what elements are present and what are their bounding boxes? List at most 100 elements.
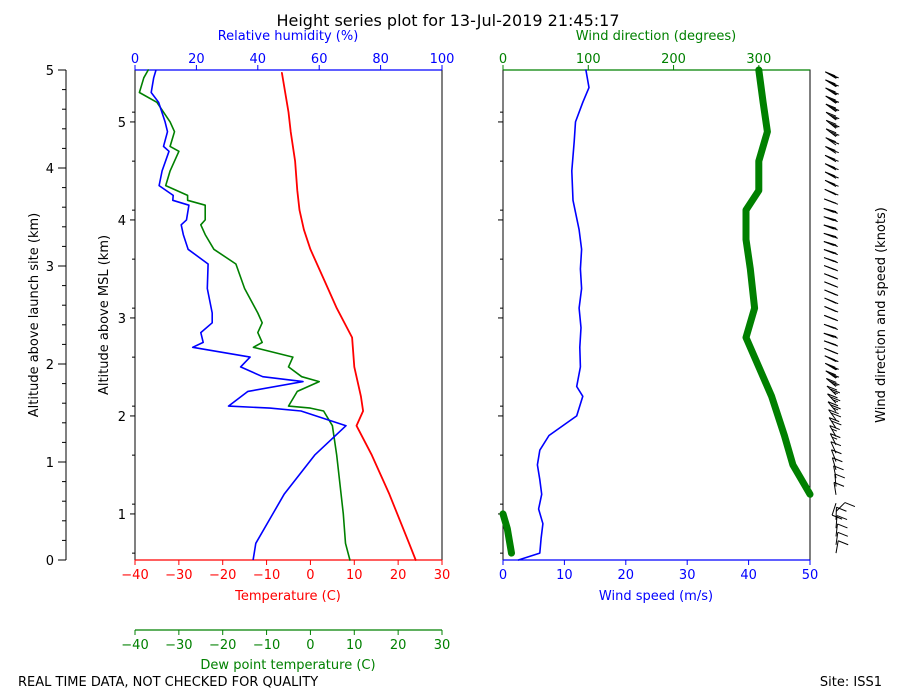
wind-barb-flag — [831, 420, 842, 426]
wind-barb — [827, 393, 841, 404]
temperature-axis-tick-label: −10 — [253, 568, 280, 583]
temperature-line — [280, 72, 417, 561]
wind-barb — [823, 224, 838, 231]
wind-barb — [825, 95, 840, 104]
wind-barb-flag — [825, 87, 836, 93]
temperature-axis-tick-label: 20 — [390, 568, 407, 583]
wind-barb-half-flag — [831, 259, 837, 263]
wind-barb-flag — [827, 393, 838, 399]
wind-barb — [824, 281, 839, 288]
wind-barb-flag — [832, 457, 843, 463]
wind-barb-half-flag — [831, 251, 837, 255]
wind-barb — [835, 506, 847, 520]
launch-altitude-tick-label: 1 — [46, 456, 54, 471]
wind-barb-flag — [828, 81, 839, 87]
wind-barb-flag — [828, 181, 839, 187]
wind-barb — [824, 306, 839, 313]
wind-barb — [834, 473, 846, 487]
wind-barb-staff — [829, 425, 837, 437]
wind-barb — [826, 385, 841, 396]
launch-altitude-tick-label: 0 — [46, 554, 54, 569]
wind-direction-axis-tick-label: 300 — [746, 52, 771, 67]
temperature-axis-tick-label: 30 — [434, 568, 451, 583]
dewpoint-axis-tick-label: −40 — [121, 638, 148, 653]
wind-barb-half-flag — [831, 436, 838, 440]
wind-barb — [823, 257, 839, 264]
humidity-axis-tick-label: 60 — [311, 52, 328, 67]
temperature-axis-label: Temperature (C) — [234, 589, 341, 604]
wind-barb-flag — [844, 502, 856, 508]
temperature-axis-tick-label: −40 — [121, 568, 148, 583]
left-panel-frame — [134, 69, 443, 561]
wind-barb — [831, 503, 843, 520]
wind-barb-flag — [828, 89, 840, 95]
wind-direction-line — [499, 510, 515, 557]
wind-barb-flag — [824, 171, 836, 177]
wind-barb-half-flag — [832, 407, 839, 411]
wind-barb-half-flag — [832, 133, 838, 137]
wind-barb — [835, 523, 848, 537]
humidity-axis-tick-label: 80 — [372, 52, 389, 67]
wind-barb — [824, 71, 839, 79]
wind-barb-half-flag — [831, 358, 838, 362]
wind-barb-flag — [836, 515, 848, 521]
wind-barb-staff — [831, 503, 837, 516]
wind-barb-flag — [828, 106, 840, 111]
wind-barb-flag — [829, 380, 840, 386]
series-layer — [138, 66, 814, 561]
wind-barb-half-flag — [831, 243, 837, 247]
wind-barb-half-flag — [831, 428, 837, 432]
wind-barb — [825, 87, 840, 96]
wind-direction-line — [742, 66, 814, 498]
chart-title: Height series plot for 13-Jul-2019 21:45… — [276, 11, 619, 30]
dewpoint-axis-tick-label: 10 — [346, 638, 363, 653]
wind-barb-flag — [825, 362, 836, 368]
wind-barb-half-flag — [831, 75, 838, 79]
dewpoint-axis-tick-label: −10 — [253, 638, 280, 653]
wind-barb-half-flag — [831, 350, 837, 354]
wind-barb — [825, 370, 840, 379]
wind-barb-flag — [824, 154, 836, 160]
wind-barb-flag — [828, 97, 840, 103]
msl-altitude-label: Altitude above MSL (km) — [97, 235, 112, 395]
msl-altitude-tick-label: 1 — [118, 508, 126, 523]
wind-barb-staff — [825, 111, 837, 121]
wind-barb-half-flag — [832, 124, 838, 128]
site-label: Site: ISS1 — [820, 675, 882, 690]
wind-barb-half-flag — [831, 267, 837, 271]
wind-barb-staff — [833, 465, 837, 479]
wind-barb — [824, 273, 839, 280]
wind-barb-flag — [828, 190, 839, 196]
wind-barb-half-flag — [831, 91, 838, 95]
wind-speed-axis-tick-label: 30 — [679, 568, 696, 583]
wind-barb-flag — [829, 122, 840, 128]
wind-barb-half-flag — [831, 309, 837, 313]
wind-barb — [828, 409, 842, 421]
wind-barb-flag — [825, 370, 836, 376]
wind-barb — [825, 119, 840, 129]
temperature-axis-tick-label: 0 — [306, 568, 314, 583]
wind-barb — [823, 232, 838, 239]
wind-barb-flag — [826, 377, 837, 383]
wind-barb — [826, 377, 840, 387]
wind-barb — [823, 323, 839, 331]
dewpoint-axis-tick-label: −20 — [209, 638, 236, 653]
wind-barb-staff — [826, 385, 837, 396]
wind-barb-staff — [830, 449, 837, 462]
wind-barbs — [823, 71, 856, 554]
msl-altitude-tick-label: 5 — [118, 116, 126, 131]
wind-barb-flag — [824, 163, 836, 169]
wind-barb-flag — [829, 114, 840, 120]
wind-barb-half-flag — [832, 100, 838, 104]
wind-barb-half-flag — [832, 108, 838, 112]
wind-barb-staff — [826, 378, 837, 387]
wind-barb-flag — [825, 79, 836, 85]
wind-barb-flag — [830, 412, 842, 418]
wind-barb-flag — [829, 425, 840, 431]
wind-barb-flag — [829, 130, 840, 136]
wind-barb — [824, 171, 839, 179]
launch-altitude-tick-label: 2 — [46, 358, 54, 373]
wind-direction-axis-tick-label: 100 — [576, 52, 601, 67]
wind-barb-half-flag — [831, 300, 837, 304]
